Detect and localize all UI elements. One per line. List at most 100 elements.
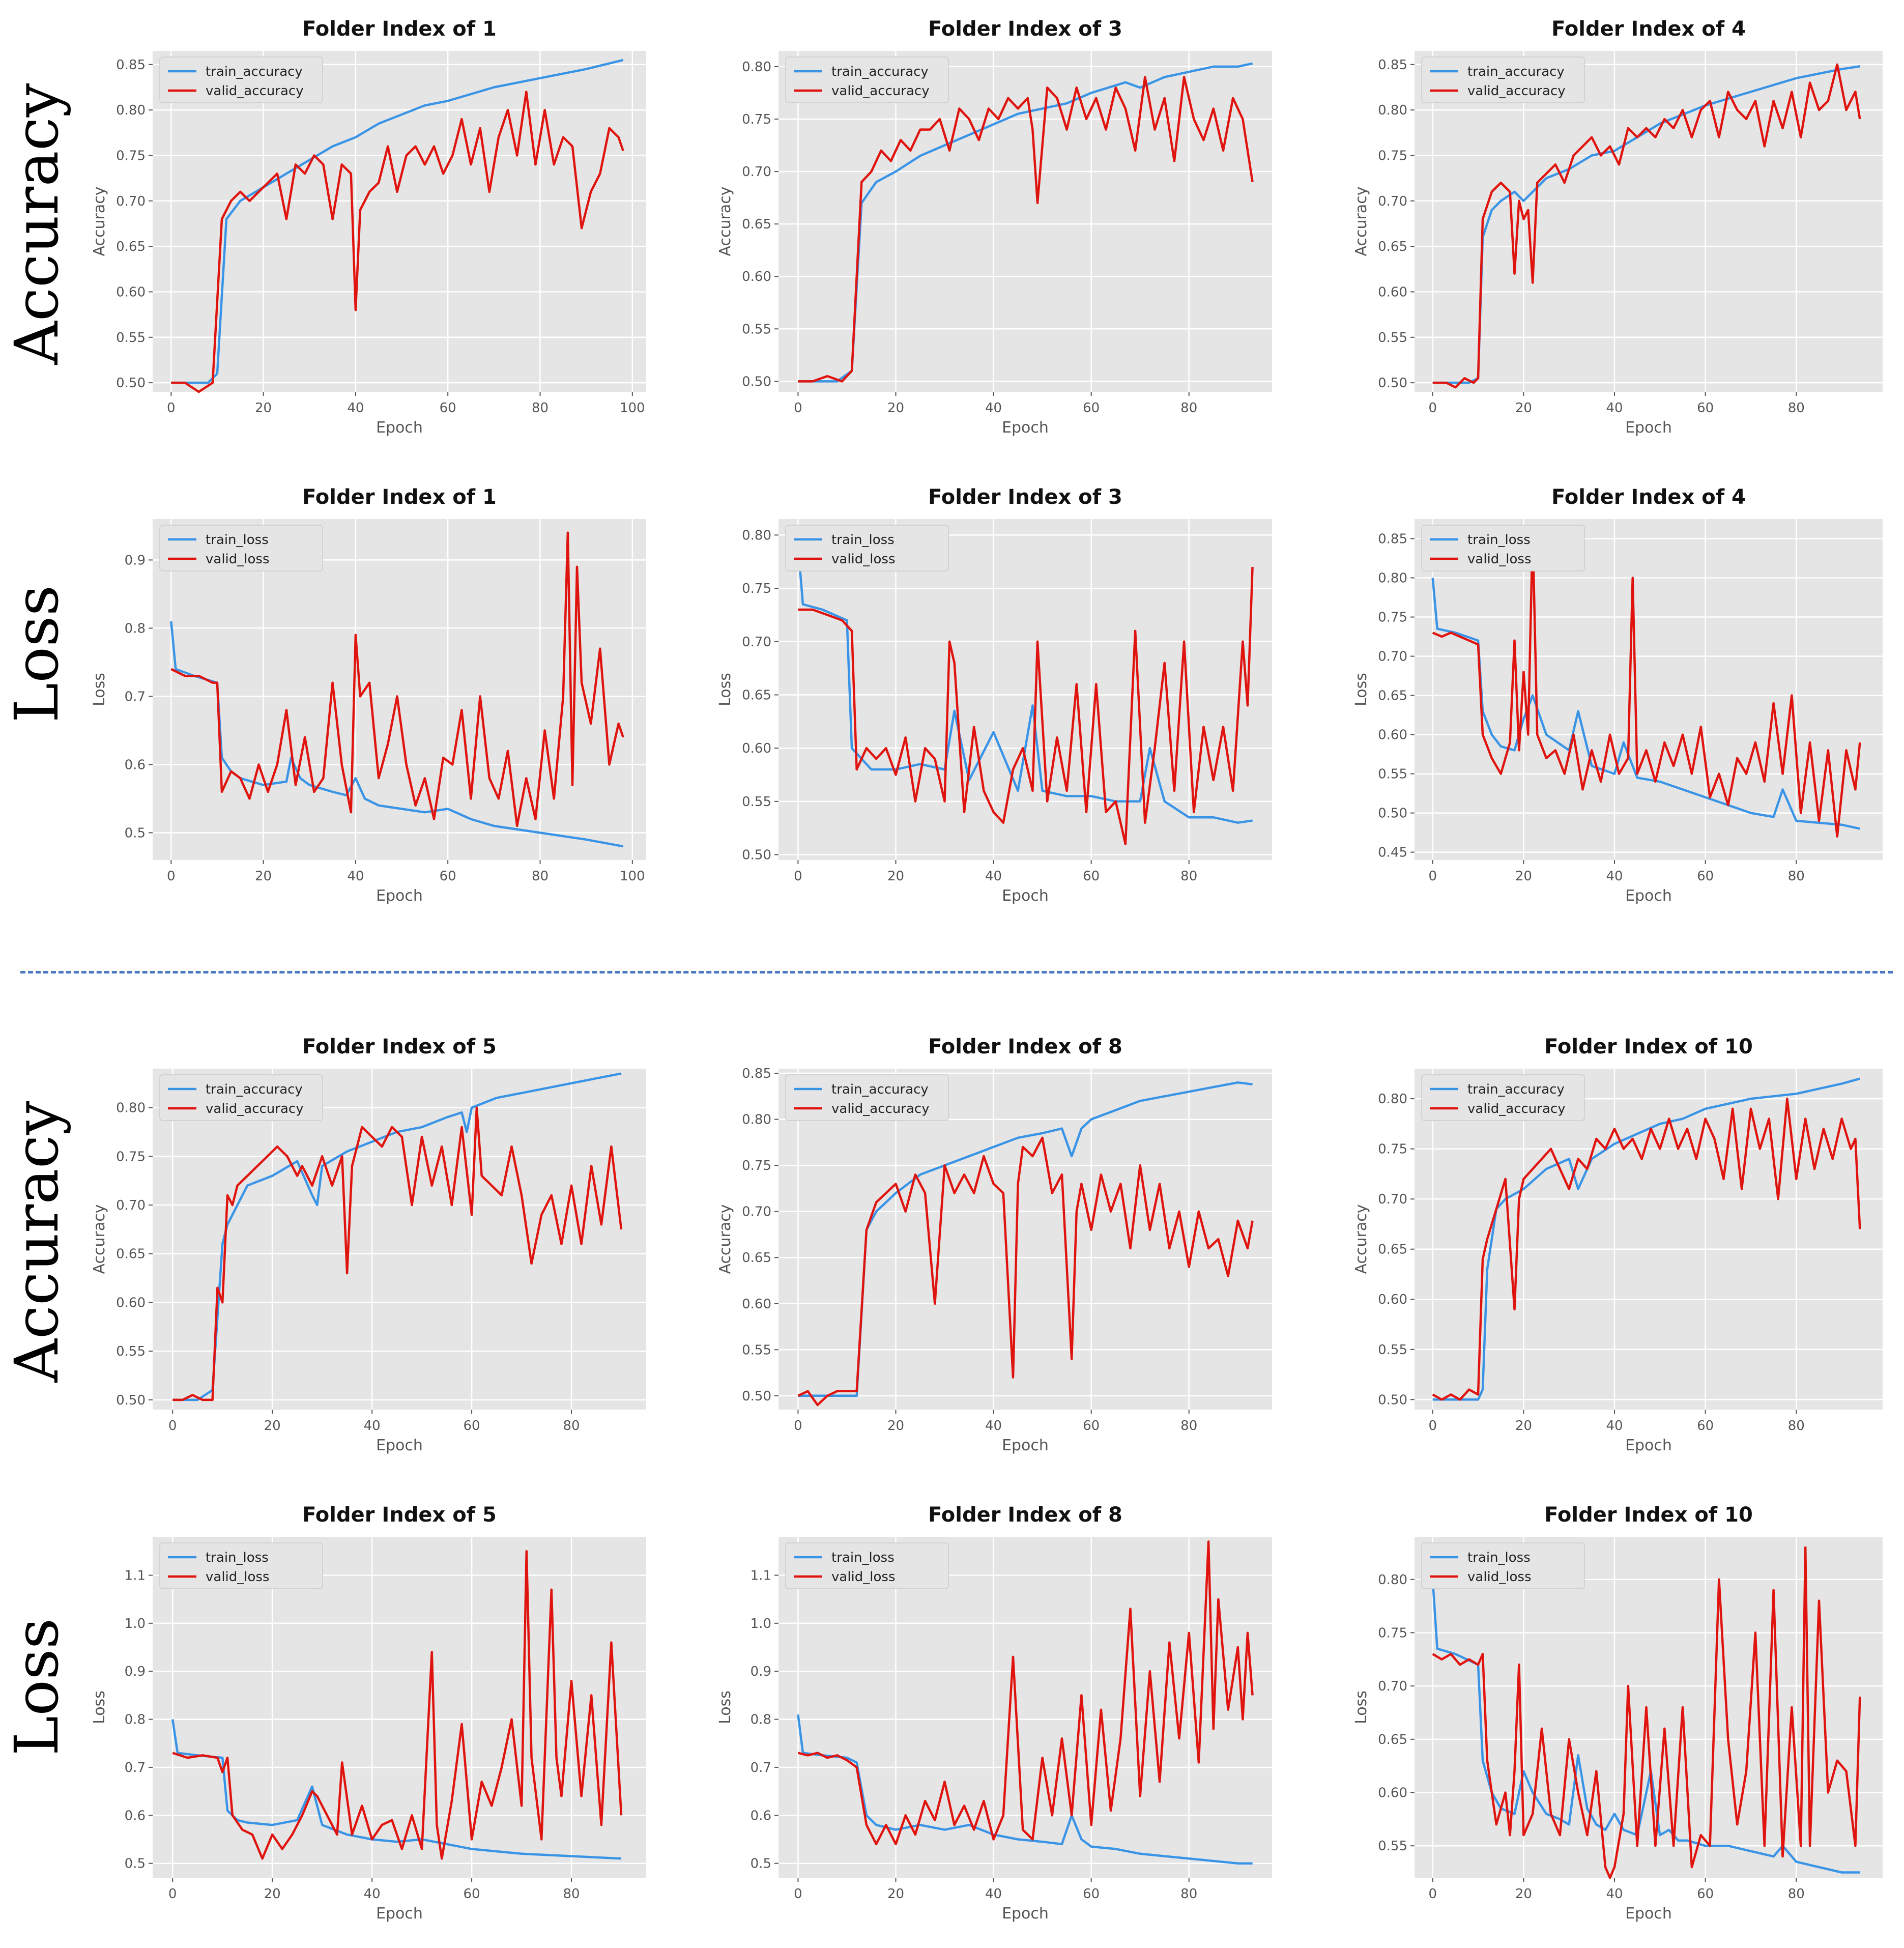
legend-box bbox=[1421, 1074, 1585, 1121]
series-line-valid-accuracy bbox=[797, 1136, 1254, 1407]
legend: train_loss valid_loss bbox=[1421, 525, 1585, 571]
y-tick-label: 0.55 bbox=[742, 794, 771, 810]
legend-label: train_loss bbox=[1467, 1550, 1531, 1565]
chart-title: Folder Index of 4 bbox=[1551, 17, 1746, 41]
y-tick-label: 0.5 bbox=[125, 825, 146, 841]
y-tick-label: 0.55 bbox=[1378, 1839, 1407, 1854]
x-axis-label: Epoch bbox=[376, 1437, 423, 1454]
y-tick-label: 0.60 bbox=[742, 741, 771, 756]
y-tick-label: 0.70 bbox=[1378, 1679, 1407, 1694]
chart-fold3-loss: Folder Index of 3 0 20 40 60 80 0.50 0.55 0.60 0.… bbox=[716, 485, 1272, 905]
y-tick-label: 0.70 bbox=[742, 164, 771, 180]
y-tick-label: 0.60 bbox=[116, 284, 146, 300]
x-tick-label: 80 bbox=[1788, 1418, 1805, 1434]
y-tick-label: 0.55 bbox=[742, 1342, 771, 1358]
x-tick-label: 60 bbox=[464, 1418, 480, 1434]
x-axis-label: Epoch bbox=[1002, 1437, 1049, 1454]
plot-area bbox=[778, 519, 1272, 860]
legend-box bbox=[1421, 1542, 1585, 1589]
series-line-valid-loss bbox=[797, 1540, 1254, 1846]
y-tick-label: 0.65 bbox=[1378, 1732, 1407, 1748]
y-tick-label: 0.50 bbox=[742, 374, 771, 389]
y-tick-label: 0.50 bbox=[742, 848, 771, 863]
x-tick-label: 80 bbox=[563, 1886, 580, 1902]
x-tick-label: 60 bbox=[464, 1886, 480, 1902]
legend-label: valid_loss bbox=[831, 552, 896, 567]
x-tick-label: 60 bbox=[1697, 400, 1714, 416]
y-tick-label: 0.65 bbox=[1378, 239, 1407, 254]
series-line-valid-loss bbox=[1432, 529, 1861, 838]
plot-area bbox=[1415, 519, 1883, 860]
legend: train_accuracy valid_accuracy bbox=[159, 56, 323, 103]
x-tick-label: 80 bbox=[532, 400, 549, 416]
plot-area bbox=[778, 1537, 1272, 1878]
y-tick-label: 0.70 bbox=[116, 1198, 146, 1213]
chart-fold8-loss: Folder Index of 8 0 20 40 60 80 0.5 0.6 0.7 0.8 0.… bbox=[716, 1503, 1272, 1923]
series-line-train-loss bbox=[797, 546, 1253, 824]
y-tick-label: 0.60 bbox=[1378, 1786, 1407, 1801]
legend-label: train_loss bbox=[831, 532, 895, 548]
y-tick-label: 0.75 bbox=[1378, 610, 1407, 625]
y-tick-label: 0.65 bbox=[742, 687, 771, 703]
legend: train_accuracy valid_accuracy bbox=[785, 56, 949, 103]
legend-label: train_accuracy bbox=[831, 1082, 929, 1097]
x-tick-label: 60 bbox=[1697, 1886, 1714, 1902]
y-axis-label: Accuracy bbox=[716, 187, 734, 256]
y-tick-label: 0.60 bbox=[1378, 728, 1407, 743]
x-axis-label: Epoch bbox=[376, 887, 423, 905]
legend-box bbox=[159, 1074, 323, 1121]
x-tick-label: 20 bbox=[1515, 869, 1532, 884]
legend-label: valid_loss bbox=[1467, 1569, 1532, 1585]
series-line-train-accuracy bbox=[798, 1081, 1253, 1397]
y-tick-label: 0.5 bbox=[125, 1856, 146, 1872]
series-line-train-loss bbox=[1431, 578, 1860, 830]
x-tick-label: 80 bbox=[563, 1418, 580, 1434]
series-line-valid-accuracy bbox=[172, 1106, 623, 1401]
x-tick-label: 40 bbox=[347, 869, 364, 884]
legend: train_loss valid_loss bbox=[159, 1542, 323, 1589]
legend-label: train_accuracy bbox=[831, 64, 929, 79]
x-tick-label: 20 bbox=[264, 1886, 281, 1902]
y-tick-label: 0.80 bbox=[1378, 571, 1407, 586]
chart-title: Folder Index of 1 bbox=[302, 17, 497, 41]
legend-label: train_loss bbox=[206, 532, 269, 548]
chart-fold5-accuracy: Folder Index of 5 0 20 40 60 80 0.50 0.55 0.60 0.… bbox=[91, 1035, 646, 1454]
y-tick-label: 0.50 bbox=[1378, 376, 1407, 391]
x-tick-label: 60 bbox=[440, 869, 456, 884]
x-tick-label: 40 bbox=[985, 1418, 1002, 1434]
x-tick-label: 100 bbox=[620, 869, 645, 884]
y-tick-label: 0.75 bbox=[742, 1158, 771, 1173]
y-axis-label: Loss bbox=[716, 1691, 734, 1724]
x-axis-label: Epoch bbox=[1625, 419, 1672, 437]
series-line-valid-accuracy bbox=[171, 91, 624, 393]
x-axis-label: Epoch bbox=[1625, 1437, 1672, 1454]
y-tick-label: 0.7 bbox=[125, 1760, 146, 1775]
y-axis-label: Accuracy bbox=[91, 187, 108, 256]
legend-label: train_accuracy bbox=[1467, 1082, 1565, 1097]
chart-title: Folder Index of 5 bbox=[302, 1035, 497, 1058]
legend-label: train_accuracy bbox=[1467, 64, 1565, 79]
legend-box bbox=[785, 1074, 949, 1121]
x-tick-label: 80 bbox=[1788, 869, 1805, 884]
y-tick-label: 0.70 bbox=[1378, 1192, 1407, 1207]
series-line-valid-accuracy bbox=[798, 76, 1254, 383]
y-tick-label: 0.70 bbox=[742, 635, 771, 650]
x-tick-label: 0 bbox=[794, 869, 802, 884]
y-tick-label: 0.50 bbox=[1378, 806, 1407, 821]
x-tick-label: 40 bbox=[985, 1886, 1002, 1902]
series-line-train-loss bbox=[170, 621, 624, 848]
row-label-accuracy-bottom: Accuracy bbox=[2, 1101, 72, 1383]
y-tick-label: 0.55 bbox=[742, 322, 771, 337]
legend-label: valid_loss bbox=[1467, 552, 1532, 567]
legend: train_loss valid_loss bbox=[1421, 1542, 1585, 1589]
x-tick-label: 0 bbox=[794, 1886, 802, 1902]
legend-label: valid_loss bbox=[206, 552, 270, 567]
x-tick-label: 40 bbox=[364, 1886, 381, 1902]
y-tick-label: 0.5 bbox=[751, 1856, 771, 1872]
series-line-valid-accuracy bbox=[1432, 63, 1861, 389]
y-tick-label: 0.65 bbox=[742, 217, 771, 232]
y-tick-label: 0.55 bbox=[116, 1344, 146, 1359]
x-tick-label: 80 bbox=[1180, 400, 1197, 416]
y-tick-label: 0.9 bbox=[125, 1664, 146, 1679]
x-axis-label: Epoch bbox=[1002, 419, 1049, 437]
